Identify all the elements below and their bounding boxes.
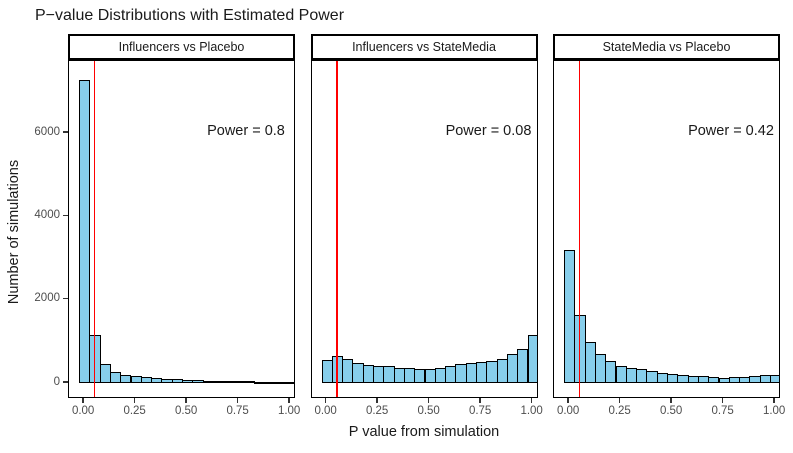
y-tick-mark [63, 214, 68, 217]
histogram-bar [527, 335, 537, 383]
plot-panel: Power = 0.42 [553, 60, 780, 398]
facet-panel-influencers-vs-placebo: Influencers vs Placebo Power = 0.8 0.00 0… [68, 34, 300, 417]
x-tick-label: 0.50 [174, 405, 198, 417]
power-annotation: Power = 0.08 [445, 123, 532, 139]
power-annotation: Power = 0.42 [688, 123, 774, 139]
x-tick-label: 0.25 [123, 405, 146, 417]
x-tick-mark [670, 398, 672, 403]
x-tick-mark [82, 398, 84, 403]
x-tick-label: 0.00 [314, 405, 337, 417]
facet-panel-influencers-vs-statemedia: Influencers vs StateMedia Power = 0.08 0… [310, 34, 543, 417]
y-axis-title: Number of simulations [6, 159, 22, 305]
facet-strip-label: Influencers vs StateMedia [352, 40, 496, 54]
significance-threshold-line [93, 61, 96, 397]
x-tick-label: 1.00 [762, 405, 786, 417]
x-tick-mark [721, 398, 724, 403]
x-tick-mark [236, 398, 239, 403]
x-axis-title: P value from simulation [348, 424, 500, 440]
x-tick-label: 0.25 [608, 405, 631, 417]
plot-panel: Power = 0.8 [68, 60, 295, 398]
x-tick-label: 0.75 [711, 405, 734, 417]
y-tick-mark [63, 381, 68, 383]
x-tick-label: 0.50 [659, 405, 683, 417]
x-tick-label: 0.00 [556, 405, 580, 417]
x-tick-mark [530, 398, 533, 403]
x-tick-mark [479, 398, 481, 403]
histogram-bar [285, 381, 294, 384]
y-tick-label: 2000 [34, 292, 60, 305]
facet-strip-label: StateMedia vs Placebo [602, 40, 731, 54]
facet-strip: Influencers vs Placebo [68, 34, 295, 60]
x-tick-mark [427, 398, 430, 403]
facet-strip-label: Influencers vs Placebo [118, 40, 245, 54]
y-tick-label: 0 [53, 375, 60, 388]
x-tick-mark [324, 398, 327, 403]
x-tick-mark [376, 398, 378, 403]
significance-threshold-line [336, 61, 338, 397]
x-tick-mark [773, 398, 775, 403]
x-tick-label: 0.50 [417, 405, 440, 417]
x-tick-label: 0.25 [365, 405, 389, 417]
y-tick-mark [63, 297, 68, 300]
x-tick-label: 0.75 [468, 405, 492, 417]
facet-strip: StateMedia vs Placebo [553, 34, 780, 60]
significance-threshold-line [578, 61, 581, 397]
y-tick-label: 6000 [34, 125, 60, 138]
x-tick-label: 0.75 [226, 405, 249, 417]
histogram-bar [79, 80, 91, 383]
x-tick-mark [133, 398, 136, 403]
x-tick-label: 0.00 [71, 405, 95, 417]
x-tick-mark [618, 398, 621, 403]
x-tick-mark [567, 398, 569, 403]
y-tick-mark [63, 131, 68, 133]
histogram-bar [770, 374, 779, 383]
x-tick-label: 1.00 [277, 405, 301, 417]
x-tick-mark [185, 398, 187, 403]
facet-strip: Influencers vs StateMedia [310, 34, 538, 60]
power-annotation: Power = 0.8 [207, 123, 285, 139]
x-tick-label: 1.00 [520, 405, 543, 417]
plot-panel: Power = 0.08 [310, 60, 538, 398]
chart-title: P−value Distributions with Estimated Pow… [35, 7, 345, 24]
y-tick-label: 4000 [34, 208, 60, 221]
facet-panel-statemedia-vs-placebo: StateMedia vs Placebo Power = 0.42 0.00 0… [553, 34, 785, 417]
x-tick-mark [288, 398, 290, 403]
